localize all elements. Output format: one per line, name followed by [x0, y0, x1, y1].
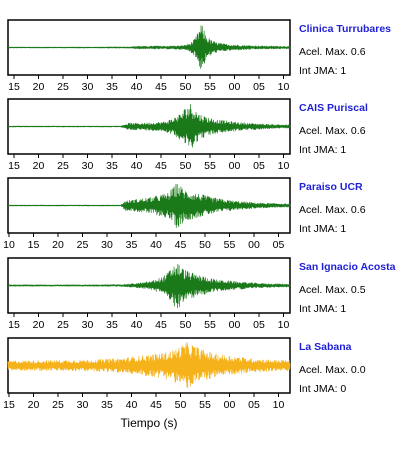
max-accel-label: Acel. Max. 0.5: [299, 284, 366, 296]
station-name: Clinica Turrubares: [299, 23, 391, 35]
x-tick-label: 15: [8, 319, 20, 331]
x-tick-label: 05: [253, 160, 265, 172]
station-name: Paraiso UCR: [299, 181, 363, 193]
jma-intensity-label: Int JMA: 0: [299, 383, 346, 395]
x-tick-label: 35: [106, 81, 118, 93]
max-accel-label: Acel. Max. 0.0: [299, 364, 366, 376]
x-tick-label: 00: [229, 160, 241, 172]
x-tick-label: 10: [278, 160, 290, 172]
x-tick-label: 00: [224, 399, 236, 411]
x-tick-label: 00: [229, 81, 241, 93]
x-tick-label: 10: [3, 239, 15, 251]
x-tick-label: 25: [77, 239, 89, 251]
x-tick-label: 15: [28, 239, 40, 251]
x-tick-label: 35: [106, 319, 118, 331]
jma-intensity-label: Int JMA: 1: [299, 223, 346, 235]
x-tick-label: 35: [101, 399, 113, 411]
x-tick-label: 25: [57, 160, 69, 172]
station-name: La Sabana: [299, 341, 352, 353]
panel-1: 15 20 25 30 35 40 45 50 55 00 05 10 CAIS Puriscal Ace…: [7, 98, 368, 172]
x-tick-label: 30: [101, 239, 113, 251]
x-tick-label: 30: [82, 81, 94, 93]
x-tick-label: 40: [131, 81, 143, 93]
waveform-trace: [7, 183, 291, 228]
x-tick-label: 50: [199, 239, 211, 251]
x-tick-label: 35: [106, 160, 118, 172]
waveform-trace: [7, 342, 291, 388]
max-accel-label: Acel. Max. 0.6: [299, 46, 366, 58]
x-tick-label: 30: [82, 160, 94, 172]
panel-2: 10 15 20 25 30 35 40 45 50 55 00 05 Paraiso UCR Acel.…: [3, 177, 366, 251]
panel-4: 15 20 25 30 35 40 45 50 55 00 05 10 La Sabana Acel. M…: [3, 337, 366, 411]
x-tick-label: 30: [77, 399, 89, 411]
x-tick-label: 25: [57, 81, 69, 93]
x-tick-label: 55: [204, 319, 216, 331]
max-accel-label: Acel. Max. 0.6: [299, 204, 366, 216]
x-tick-label: 40: [131, 160, 143, 172]
station-name: CAIS Puriscal: [299, 102, 368, 114]
x-tick-label: 25: [57, 319, 69, 331]
x-tick-label: 20: [28, 399, 40, 411]
x-tick-label: 05: [273, 239, 285, 251]
waveform-trace: [7, 263, 291, 309]
x-tick-label: 10: [278, 319, 290, 331]
jma-intensity-label: Int JMA: 1: [299, 144, 346, 156]
x-tick-label: 50: [180, 81, 192, 93]
jma-intensity-label: Int JMA: 1: [299, 303, 346, 315]
panel-3: 15 20 25 30 35 40 45 50 55 00 05 10 San Ignacio Acos…: [7, 257, 396, 331]
x-tick-label: 45: [175, 239, 187, 251]
x-tick-label: 50: [180, 160, 192, 172]
x-tick-label: 50: [175, 399, 187, 411]
x-tick-label: 10: [273, 399, 285, 411]
x-tick-label: 40: [150, 239, 162, 251]
x-tick-label: 05: [253, 81, 265, 93]
x-tick-label: 20: [52, 239, 64, 251]
x-tick-label: 00: [248, 239, 260, 251]
x-tick-label: 45: [155, 319, 167, 331]
x-tick-label: 20: [33, 319, 45, 331]
x-tick-label: 55: [199, 399, 211, 411]
jma-intensity-label: Int JMA: 1: [299, 65, 346, 77]
x-tick-label: 30: [82, 319, 94, 331]
waveform-trace: [7, 25, 291, 69]
x-tick-label: 05: [253, 319, 265, 331]
x-tick-label: 20: [33, 160, 45, 172]
waveform-trace: [7, 104, 291, 148]
x-tick-label: 50: [180, 319, 192, 331]
x-tick-label: 45: [150, 399, 162, 411]
x-tick-label: 20: [33, 81, 45, 93]
x-axis-title: Tiempo (s): [121, 416, 178, 430]
x-tick-label: 10: [278, 81, 290, 93]
max-accel-label: Acel. Max. 0.6: [299, 125, 366, 137]
station-name: San Ignacio Acosta: [299, 261, 396, 273]
x-tick-label: 25: [52, 399, 64, 411]
x-tick-label: 55: [224, 239, 236, 251]
x-tick-label: 00: [229, 319, 241, 331]
x-tick-label: 35: [126, 239, 138, 251]
panel-0: 15 20 25 30 35 40 45 50 55 00 05 10 Clinica Turrubar…: [7, 19, 391, 93]
x-tick-label: 15: [3, 399, 15, 411]
x-tick-label: 40: [131, 319, 143, 331]
x-tick-label: 15: [8, 160, 20, 172]
x-tick-label: 45: [155, 160, 167, 172]
x-tick-label: 55: [204, 160, 216, 172]
x-tick-label: 45: [155, 81, 167, 93]
x-tick-label: 55: [204, 81, 216, 93]
x-tick-label: 05: [248, 399, 260, 411]
x-tick-label: 40: [126, 399, 138, 411]
x-tick-label: 15: [8, 81, 20, 93]
